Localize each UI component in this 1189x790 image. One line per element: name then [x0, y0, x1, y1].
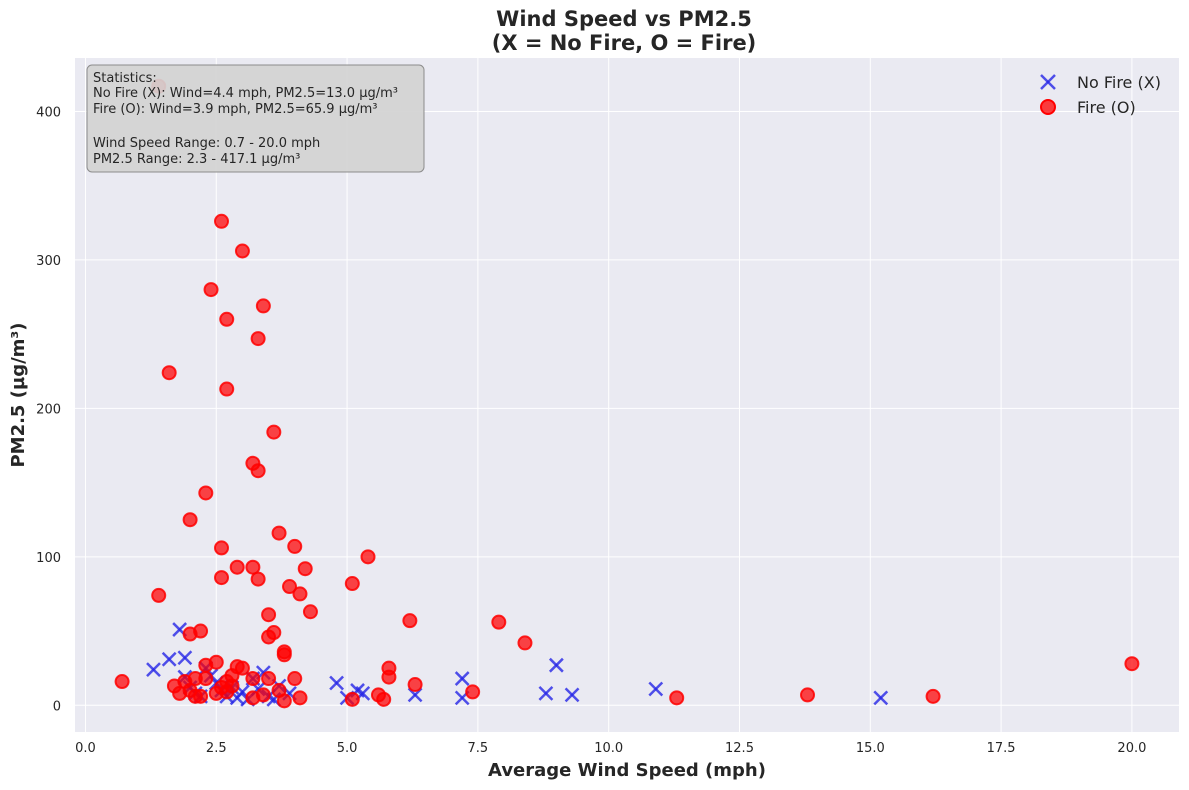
- fire-point: [800, 687, 816, 703]
- fire-point: [287, 671, 303, 687]
- fire-point: [193, 688, 209, 704]
- no-fire-point: [146, 662, 161, 678]
- fire-point: [292, 586, 308, 602]
- fire-point: [292, 690, 308, 706]
- fire-point: [1124, 656, 1140, 672]
- x-tick-label: 15.0: [856, 741, 885, 756]
- fire-point: [261, 671, 277, 687]
- fire-point: [203, 282, 219, 298]
- y-tick-label: 300: [36, 254, 61, 269]
- no-fire-point: [329, 675, 344, 691]
- fire-point: [402, 613, 418, 629]
- legend-fire-marker: [1040, 99, 1056, 115]
- fire-point: [465, 684, 481, 700]
- fire-point: [261, 607, 277, 623]
- fire-point: [925, 688, 941, 704]
- fire-point: [276, 647, 292, 663]
- no-fire-point: [161, 651, 177, 667]
- fire-point: [234, 660, 250, 676]
- fire-point: [219, 381, 235, 397]
- chart-title-line-1: Wind Speed vs PM2.5: [496, 7, 752, 31]
- stats-line-3: Fire (O): Wind=3.9 mph, PM2.5=65.9 µg/m³: [93, 102, 378, 117]
- fire-point: [271, 525, 287, 541]
- fire-point: [255, 687, 271, 703]
- y-tick-label: 100: [36, 551, 61, 566]
- y-tick-label: 200: [36, 402, 61, 417]
- y-tick-label: 0: [53, 699, 61, 714]
- legend-no-fire-marker: [1040, 74, 1056, 90]
- fire-point: [407, 676, 423, 692]
- x-tick-label: 2.5: [206, 741, 227, 756]
- fire-point: [224, 678, 240, 694]
- fire-point: [198, 485, 214, 501]
- fire-point: [250, 571, 266, 587]
- x-tick-label: 17.5: [987, 741, 1016, 756]
- legend-no-fire-label: No Fire (X): [1077, 73, 1161, 92]
- stats-line-1: Statistics:: [93, 71, 157, 86]
- chart-title-line-2: (X = No Fire, O = Fire): [492, 31, 757, 55]
- fire-point: [198, 671, 214, 687]
- legend: No Fire (X) Fire (O): [1040, 73, 1161, 117]
- fire-point: [193, 623, 209, 639]
- no-fire-point: [454, 671, 470, 686]
- no-fire-point: [538, 686, 554, 701]
- fire-point: [266, 625, 282, 641]
- fire-point: [214, 213, 230, 229]
- fire-point: [381, 669, 397, 685]
- fire-point: [250, 463, 266, 479]
- y-tick-label: 400: [36, 105, 61, 120]
- x-tick-label: 5.0: [337, 741, 358, 756]
- fire-point: [182, 512, 198, 528]
- fire-point: [302, 604, 318, 620]
- fire-point: [219, 311, 235, 327]
- no-fire-point: [648, 681, 664, 697]
- fire-point: [161, 365, 177, 381]
- fire-point: [517, 635, 533, 651]
- fire-point: [287, 538, 303, 554]
- fire-point: [208, 654, 224, 670]
- x-tick-label: 10.0: [594, 741, 623, 756]
- series-fire: [114, 78, 1140, 709]
- fire-point: [234, 243, 250, 259]
- no-fire-point: [564, 687, 580, 703]
- fire-point: [114, 674, 130, 690]
- data-series: [114, 78, 1140, 709]
- x-tick-label: 20.0: [1117, 741, 1146, 756]
- fire-point: [360, 549, 376, 565]
- x-axis-label: Average Wind Speed (mph): [488, 760, 766, 781]
- x-tick-label: 7.5: [468, 741, 489, 756]
- fire-point: [245, 559, 261, 575]
- stats-line-6: PM2.5 Range: 2.3 - 417.1 µg/m³: [93, 152, 300, 167]
- no-fire-point: [873, 690, 889, 706]
- legend-fire-label: Fire (O): [1077, 98, 1136, 117]
- no-fire-point: [548, 657, 564, 673]
- stats-line-2: No Fire (X): Wind=4.4 mph, PM2.5=13.0 µg…: [93, 86, 398, 101]
- fire-point: [266, 424, 282, 440]
- fire-point: [214, 540, 230, 556]
- fire-point: [250, 331, 266, 347]
- fire-point: [491, 614, 507, 630]
- fire-point: [282, 579, 298, 595]
- axis-ticks: 0.0 2.5 5.0 7.5 10.0 12.5 15.0 17.5 20.0 0 100 200 3…: [36, 105, 1146, 756]
- fire-point: [151, 587, 167, 603]
- fire-point: [669, 690, 685, 706]
- fire-point: [214, 570, 230, 586]
- fire-point: [297, 561, 313, 577]
- stats-box-background: [86, 64, 425, 173]
- x-tick-label: 12.5: [725, 741, 754, 756]
- fire-point: [245, 671, 261, 687]
- fire-point: [276, 693, 292, 709]
- fire-point: [229, 559, 245, 575]
- y-axis-label: PM2.5 (µg/m³): [8, 322, 29, 467]
- stats-box: Statistics: No Fire (X): Wind=4.4 mph, P…: [86, 64, 425, 173]
- fire-point: [376, 691, 392, 707]
- fire-point: [255, 298, 271, 314]
- no-fire-point: [177, 650, 193, 666]
- fire-point: [344, 691, 360, 707]
- x-tick-label: 0.0: [75, 741, 96, 756]
- stats-line-5: Wind Speed Range: 0.7 - 20.0 mph: [93, 136, 320, 151]
- fire-point: [344, 576, 360, 592]
